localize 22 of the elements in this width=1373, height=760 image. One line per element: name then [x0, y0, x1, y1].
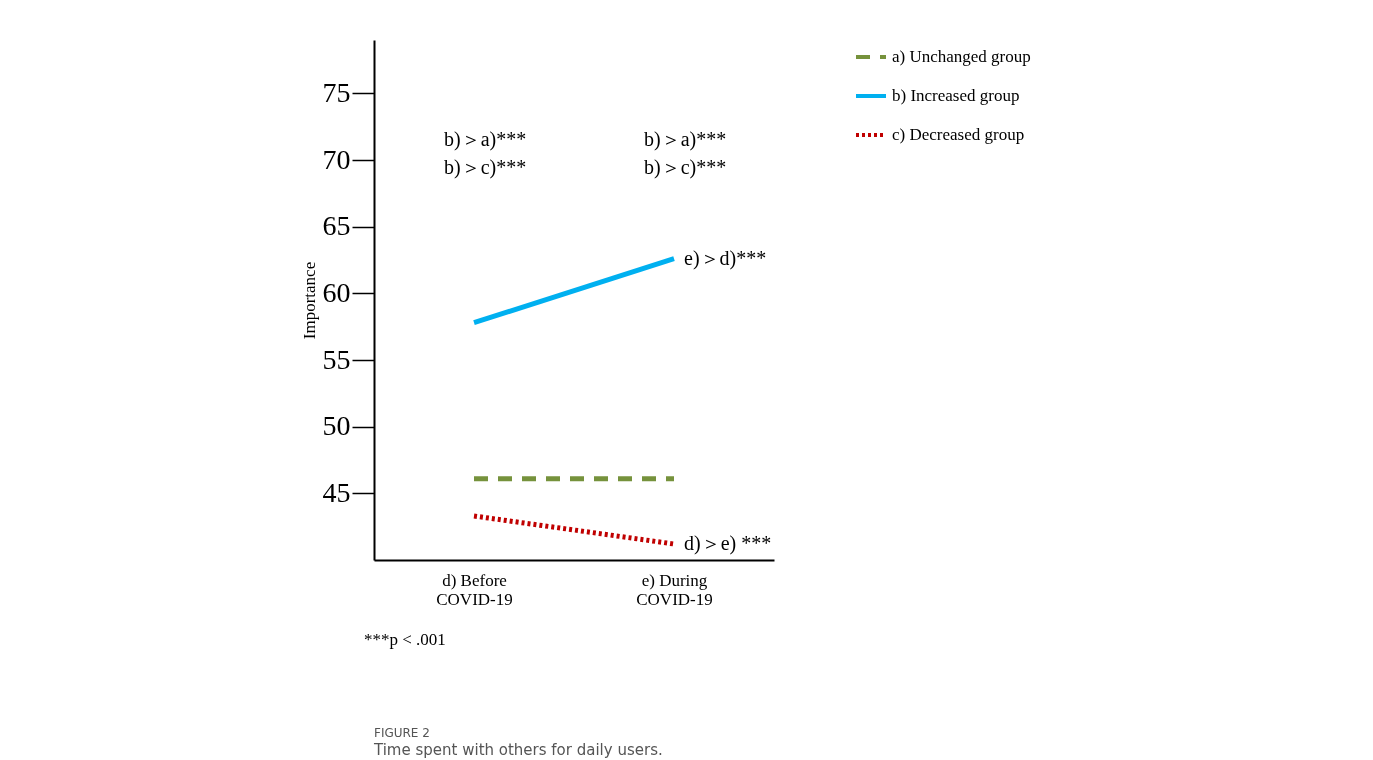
annotation: e)＞d)***: [684, 246, 767, 270]
x-tick-label: d) Before COVID-19: [436, 570, 513, 609]
y-tick-label: 45: [322, 476, 351, 508]
y-tick-label: 60: [322, 276, 351, 308]
text: ***p < .001: [364, 630, 446, 649]
x-tick-label: e) During COVID-19: [636, 570, 713, 609]
annotation: d)＞e) ***: [684, 532, 772, 555]
y-tick-label: 65: [322, 210, 351, 242]
annotation: b)＞a)***: [444, 128, 527, 151]
text: Time spent with others for daily users.: [373, 741, 663, 759]
text: FIGURE 2: [374, 726, 430, 740]
y-tick-label: 55: [322, 343, 351, 375]
annotation: b)＞a)***: [644, 128, 727, 151]
legend-label: a) Unchanged group: [892, 47, 1031, 66]
legend-label: c) Decreased group: [892, 125, 1025, 144]
y-tick-label: 75: [322, 76, 351, 108]
y-axis-title: Importance: [299, 261, 319, 340]
y-tick-label: 50: [322, 410, 351, 442]
annotation: b)＞c)***: [444, 156, 527, 179]
y-tick-label: 70: [322, 143, 351, 175]
annotation: b)＞c)***: [644, 156, 727, 179]
legend-label: b) Increased group: [892, 86, 1020, 105]
